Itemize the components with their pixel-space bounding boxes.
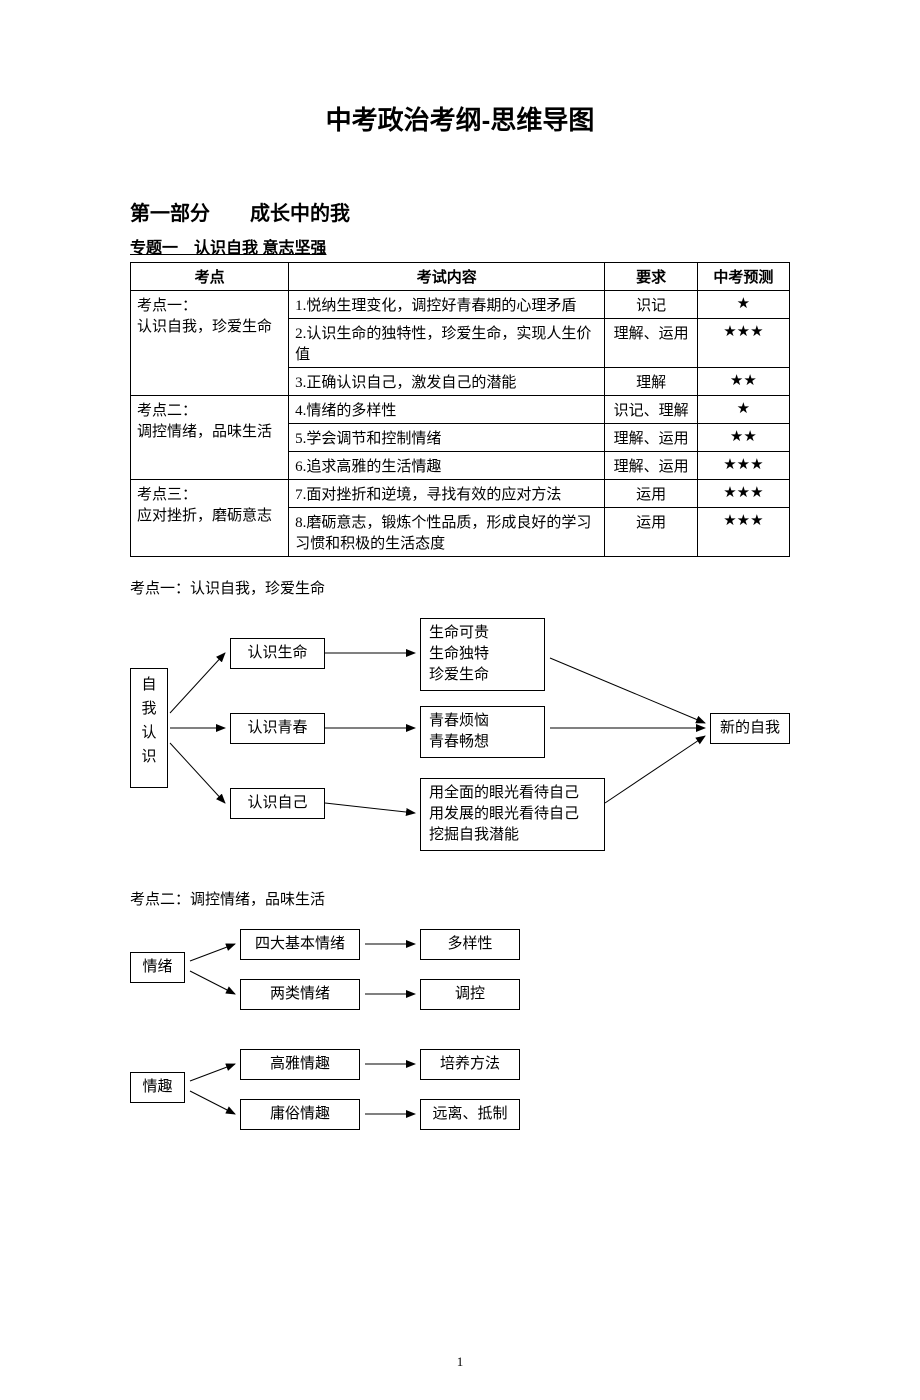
- th-topic: 考点: [131, 263, 289, 291]
- th-pred: 中考预测: [697, 263, 789, 291]
- topic-cell: 考点三： 应对挫折，磨砺意志: [131, 480, 289, 557]
- exam-table: 考点 考试内容 要求 中考预测 考点一： 认识自我，珍爱生命 1.悦纳生理变化，…: [130, 262, 790, 557]
- req-cell: 运用: [605, 480, 697, 508]
- topic-cell: 考点二： 调控情绪，品味生活: [131, 396, 289, 480]
- page-number: 1: [0, 1354, 920, 1370]
- part-title: 第一部分 成长中的我: [130, 197, 790, 226]
- req-cell: 理解: [605, 368, 697, 396]
- d2-right-3: 远离、抵制: [420, 1099, 520, 1130]
- table-row: 考点二： 调控情绪，品味生活 4.情绪的多样性 识记、理解 ★: [131, 396, 790, 424]
- table-header-row: 考点 考试内容 要求 中考预测: [131, 263, 790, 291]
- table-row: 考点三： 应对挫折，磨砺意志 7.面对挫折和逆境，寻找有效的应对方法 运用 ★★…: [131, 480, 790, 508]
- d1-right-0: 生命可贵 生命独特 珍爱生命: [420, 618, 545, 691]
- d1-root: 自 我 认 识: [130, 668, 168, 788]
- topic-cell: 考点一： 认识自我，珍爱生命: [131, 291, 289, 396]
- req-cell: 运用: [605, 508, 697, 557]
- diagram2-heading: 考点二：调控情绪，品味生活: [130, 888, 790, 909]
- th-content: 考试内容: [289, 263, 605, 291]
- req-cell: 理解、运用: [605, 424, 697, 452]
- table-row: 考点一： 认识自我，珍爱生命 1.悦纳生理变化，调控好青春期的心理矛盾 识记 ★: [131, 291, 790, 319]
- d2-right-2: 培养方法: [420, 1049, 520, 1080]
- d2-right-1: 调控: [420, 979, 520, 1010]
- stars-cell: ★: [697, 396, 789, 424]
- req-cell: 理解、运用: [605, 452, 697, 480]
- d2-root-1: 情趣: [130, 1072, 185, 1103]
- d1-mid-2: 认识自己: [230, 788, 325, 819]
- diagram1: 自 我 认 识 认识生命 认识青春 认识自己 生命可贵 生命独特 珍爱生命 青春…: [130, 608, 790, 868]
- stars-cell: ★★: [697, 424, 789, 452]
- d1-right-1: 青春烦恼 青春畅想: [420, 706, 545, 758]
- d2-mid-3: 庸俗情趣: [240, 1099, 360, 1130]
- content-cell: 8.磨砺意志，锻炼个性品质，形成良好的学习习惯和积极的生活态度: [289, 508, 605, 557]
- stars-cell: ★★★: [697, 319, 789, 368]
- d1-right-2: 用全面的眼光看待自己 用发展的眼光看待自己 挖掘自我潜能: [420, 778, 605, 851]
- stars-cell: ★★★: [697, 508, 789, 557]
- main-title: 中考政治考纲-思维导图: [130, 100, 790, 137]
- d2-root-0: 情绪: [130, 952, 185, 983]
- stars-cell: ★★★: [697, 480, 789, 508]
- req-cell: 识记: [605, 291, 697, 319]
- d2-mid-0: 四大基本情绪: [240, 929, 360, 960]
- diagram2: 情绪 情趣 四大基本情绪 两类情绪 高雅情趣 庸俗情趣 多样性 调控 培养方法 …: [130, 919, 790, 1149]
- d2-right-0: 多样性: [420, 929, 520, 960]
- page: 中考政治考纲-思维导图 第一部分 成长中的我 专题一 认识自我 意志坚强 考点 …: [0, 0, 920, 1400]
- d1-mid-0: 认识生命: [230, 638, 325, 669]
- content-cell: 2.认识生命的独特性，珍爱生命，实现人生价值: [289, 319, 605, 368]
- req-cell: 理解、运用: [605, 319, 697, 368]
- stars-cell: ★: [697, 291, 789, 319]
- content-cell: 6.追求高雅的生活情趣: [289, 452, 605, 480]
- d2-mid-2: 高雅情趣: [240, 1049, 360, 1080]
- th-req: 要求: [605, 263, 697, 291]
- content-cell: 4.情绪的多样性: [289, 396, 605, 424]
- diagram1-heading: 考点一：认识自我，珍爱生命: [130, 577, 790, 598]
- stars-cell: ★★★: [697, 452, 789, 480]
- req-cell: 识记、理解: [605, 396, 697, 424]
- content-cell: 1.悦纳生理变化，调控好青春期的心理矛盾: [289, 291, 605, 319]
- stars-cell: ★★: [697, 368, 789, 396]
- content-cell: 3.正确认识自己，激发自己的潜能: [289, 368, 605, 396]
- d1-end: 新的自我: [710, 713, 790, 744]
- d2-mid-1: 两类情绪: [240, 979, 360, 1010]
- section-title: 专题一 认识自我 意志坚强: [130, 234, 790, 258]
- content-cell: 7.面对挫折和逆境，寻找有效的应对方法: [289, 480, 605, 508]
- d1-mid-1: 认识青春: [230, 713, 325, 744]
- content-cell: 5.学会调节和控制情绪: [289, 424, 605, 452]
